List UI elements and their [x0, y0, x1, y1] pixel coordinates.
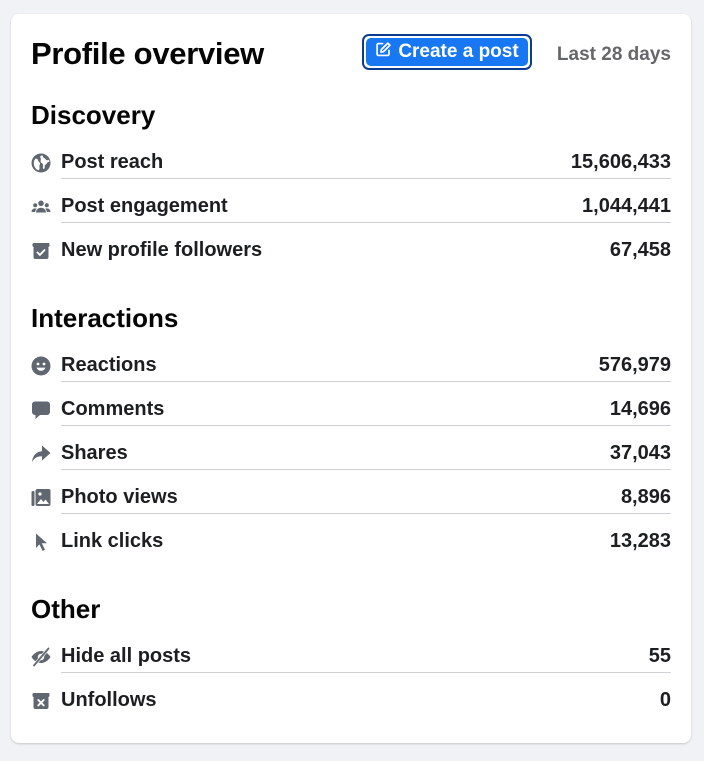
follower-box-icon [31, 241, 51, 261]
stat-label: Shares [61, 442, 128, 464]
stat-value: 0 [659, 689, 671, 711]
stat-row-reactions: Reactions 576,979 [31, 351, 671, 395]
cursor-icon [31, 532, 51, 552]
stat-label: Post engagement [61, 195, 228, 217]
stat-row-unfollows: Unfollows 0 [31, 686, 671, 730]
create-post-button-body[interactable]: Create a post [366, 38, 528, 66]
date-range-label: Last 28 days [556, 44, 671, 65]
create-post-label: Create a post [398, 41, 519, 62]
row-divider [61, 513, 671, 514]
stat-value: 67,458 [609, 239, 671, 261]
stat-row-comments: Comments 14,696 [31, 395, 671, 439]
stat-label: Unfollows [61, 689, 157, 711]
row-divider [61, 222, 671, 223]
stat-row-shares: Shares 37,043 [31, 439, 671, 483]
stat-label: Post reach [61, 151, 164, 173]
profile-overview-card: Profile overview Create a post Last 28 d… [11, 14, 691, 743]
people-icon [31, 197, 51, 217]
create-post-button[interactable]: Create a post [362, 34, 532, 70]
stat-value: 37,043 [609, 442, 671, 464]
stat-row-hide-all-posts: Hide all posts 55 [31, 642, 671, 686]
row-divider [61, 672, 671, 673]
stat-value: 1,044,441 [582, 195, 671, 217]
photo-icon [31, 488, 51, 508]
stat-value: 15,606,433 [570, 151, 671, 173]
eye-off-icon [31, 647, 51, 667]
stat-row-post-engagement: Post engagement 1,044,441 [31, 192, 671, 236]
stat-row-link-clicks: Link clicks 13,283 [31, 527, 671, 571]
page-title: Profile overview [31, 36, 264, 71]
stat-label: Photo views [61, 486, 178, 508]
comment-icon [31, 400, 51, 420]
globe-icon [31, 153, 51, 173]
stat-row-new-profile-followers: New profile followers 67,458 [31, 236, 671, 280]
share-arrow-icon [31, 444, 51, 464]
stat-label: Comments [61, 398, 165, 420]
row-divider [61, 469, 671, 470]
stat-label: Reactions [61, 354, 157, 376]
unfollow-box-icon [31, 691, 51, 711]
section-title-other: Other [31, 594, 101, 624]
row-divider [61, 425, 671, 426]
edit-icon [375, 41, 392, 64]
stat-value: 13,283 [609, 530, 671, 552]
section-title-discovery: Discovery [31, 100, 156, 130]
section-title-interactions: Interactions [31, 303, 179, 333]
stat-label: New profile followers [61, 239, 263, 261]
smiley-icon [31, 356, 51, 376]
stat-label: Hide all posts [61, 645, 192, 667]
stat-row-post-reach: Post reach 15,606,433 [31, 148, 671, 192]
stat-value: 8,896 [620, 486, 671, 508]
stat-label: Link clicks [61, 530, 164, 552]
stat-value: 55 [648, 645, 671, 667]
row-divider [61, 178, 671, 179]
row-divider [61, 381, 671, 382]
card-header: Profile overview Create a post Last 28 d… [31, 32, 671, 76]
stat-value: 14,696 [609, 398, 671, 420]
stat-value: 576,979 [598, 354, 671, 376]
stat-row-photo-views: Photo views 8,896 [31, 483, 671, 527]
